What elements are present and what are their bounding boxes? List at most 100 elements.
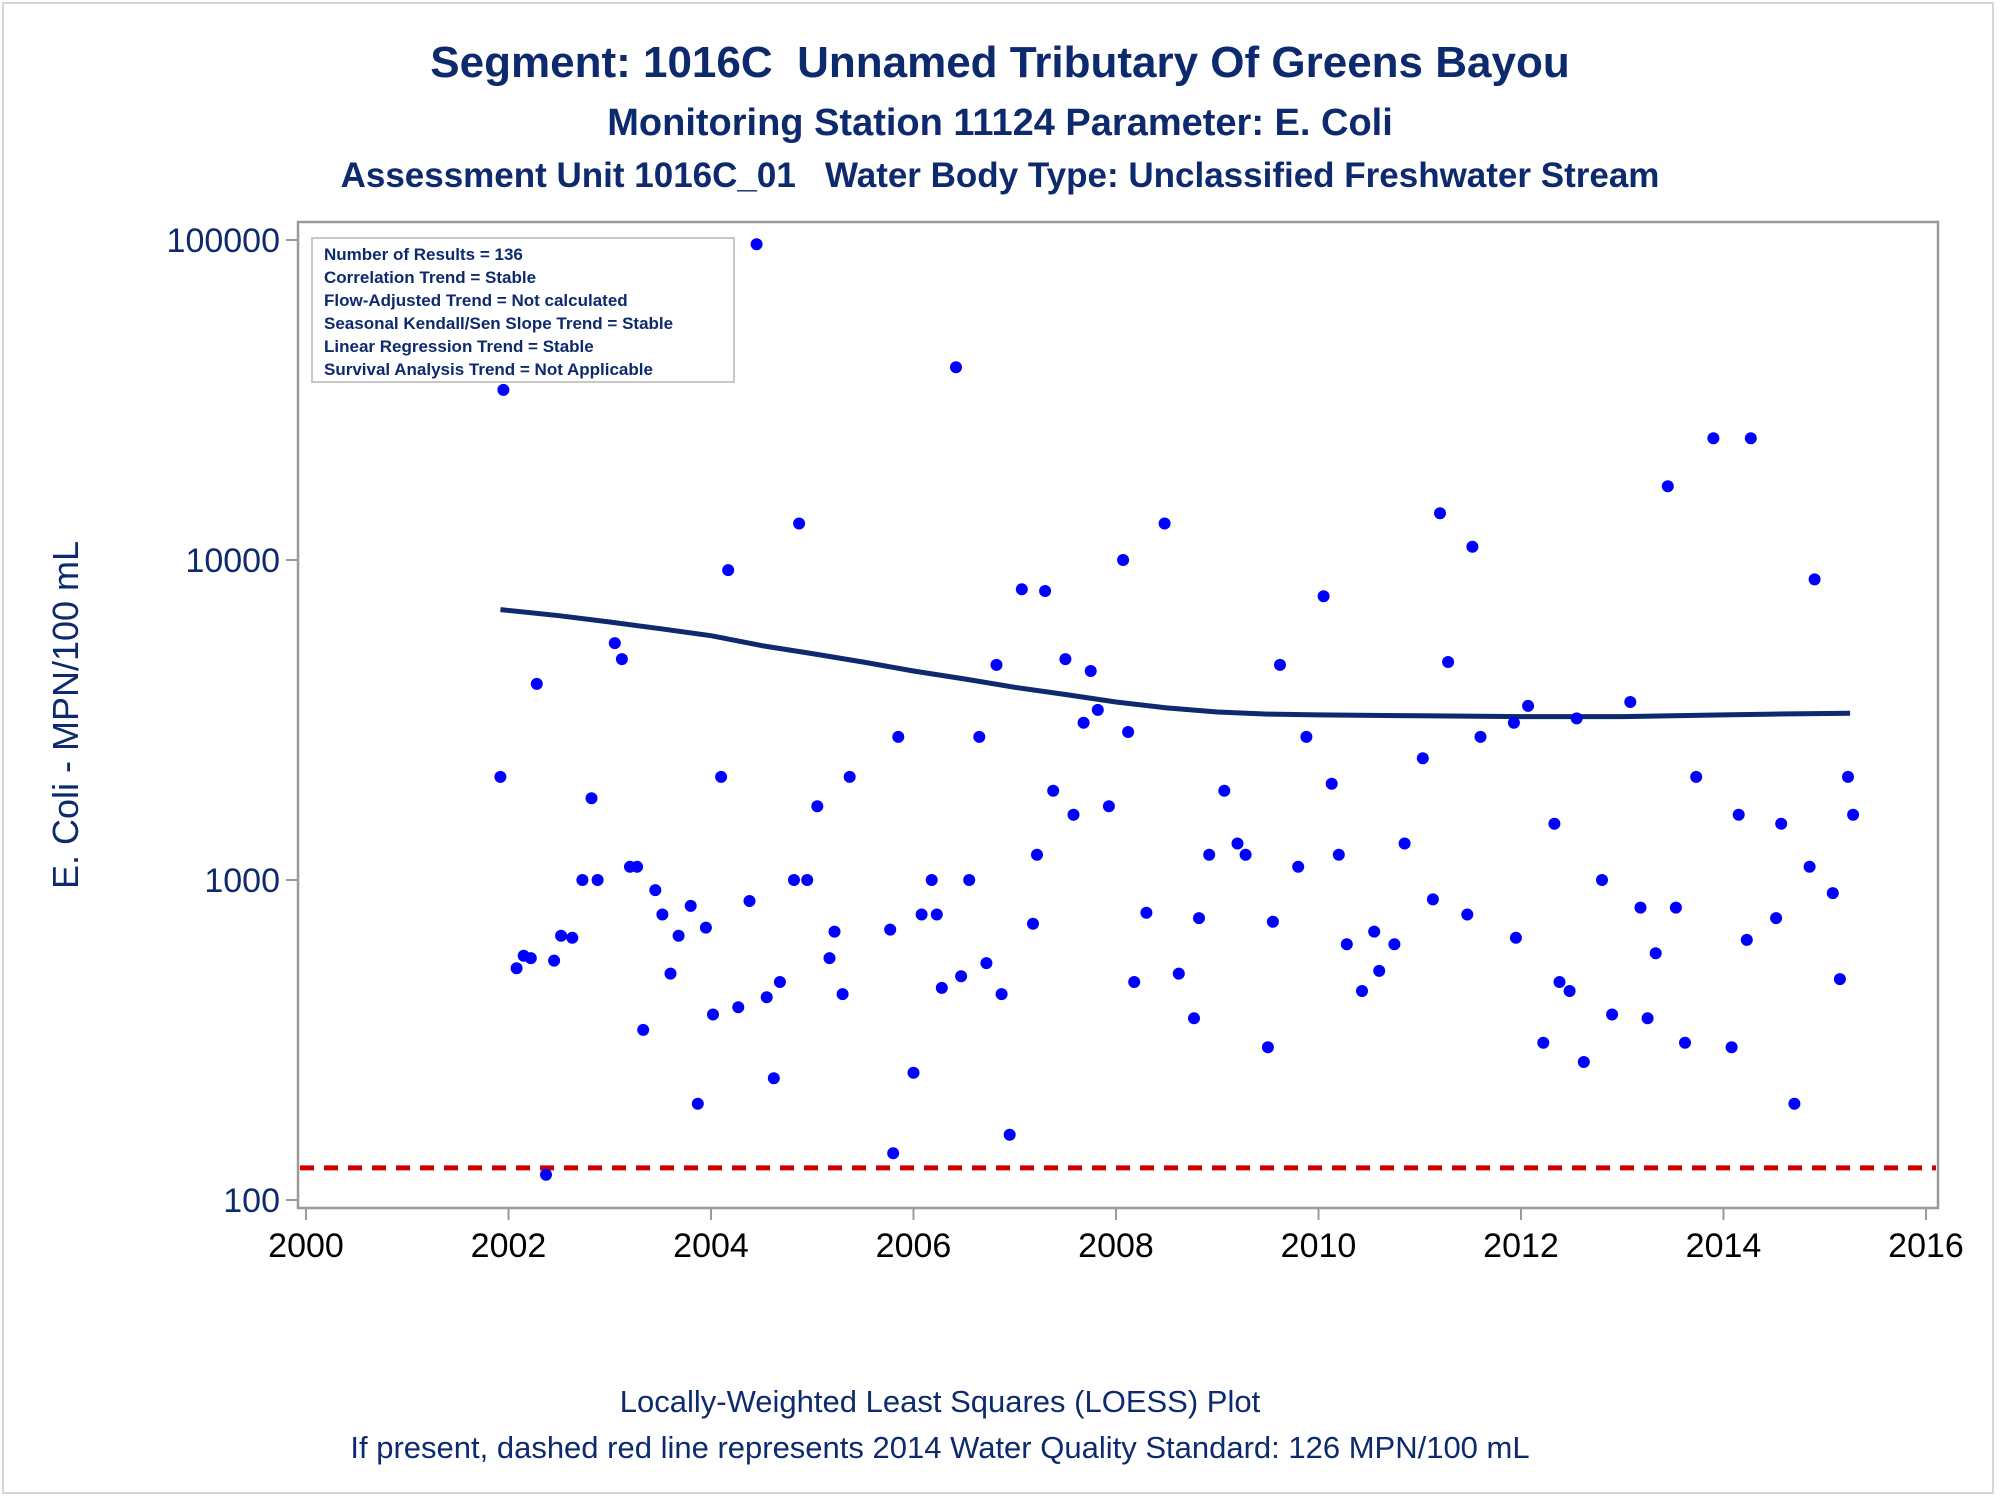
data-point bbox=[1509, 931, 1522, 944]
data-point bbox=[1740, 933, 1753, 946]
data-point bbox=[1015, 583, 1028, 596]
data-point bbox=[1266, 915, 1279, 928]
data-point bbox=[1606, 1008, 1619, 1021]
data-point bbox=[1325, 777, 1338, 790]
data-point bbox=[930, 908, 943, 921]
data-point bbox=[1466, 540, 1479, 553]
data-point bbox=[823, 952, 836, 965]
data-point bbox=[1770, 912, 1783, 925]
data-point bbox=[1548, 817, 1561, 830]
data-point bbox=[955, 970, 968, 983]
data-point bbox=[1158, 517, 1171, 530]
x-tick-label: 2004 bbox=[673, 1227, 749, 1265]
footnote-loess: Locally-Weighted Least Squares (LOESS) P… bbox=[619, 1384, 1261, 1419]
x-tick-label: 2006 bbox=[876, 1227, 952, 1265]
stats-box bbox=[311, 237, 735, 383]
data-point bbox=[990, 658, 1003, 671]
x-tick-label: 2000 bbox=[268, 1227, 344, 1265]
data-point bbox=[1669, 901, 1682, 914]
data-point bbox=[801, 874, 814, 886]
chart-subtitle-2: Assessment Unit 1016C_01 Water Body Type… bbox=[340, 156, 1660, 195]
chart-subtitle: Monitoring Station 11124 Parameter: E. C… bbox=[607, 102, 1393, 144]
data-point bbox=[1388, 938, 1401, 951]
data-point bbox=[1398, 837, 1411, 850]
data-point bbox=[760, 991, 773, 1004]
data-point bbox=[1356, 985, 1368, 997]
data-point bbox=[1788, 1097, 1801, 1110]
data-point bbox=[1808, 573, 1821, 586]
data-point bbox=[566, 931, 579, 944]
data-point bbox=[915, 908, 928, 921]
data-point bbox=[1039, 585, 1052, 597]
data-point bbox=[836, 988, 849, 1001]
data-point bbox=[1077, 716, 1090, 729]
data-point bbox=[1847, 808, 1860, 821]
data-point bbox=[1332, 848, 1345, 861]
data-point bbox=[707, 1008, 719, 1021]
data-point bbox=[773, 976, 786, 988]
stats-line: Flow-Adjusted Trend = Not calculated bbox=[324, 291, 628, 310]
x-tick-label: 2014 bbox=[1686, 1227, 1762, 1265]
data-point bbox=[1563, 985, 1576, 997]
data-point bbox=[1059, 653, 1072, 666]
data-point bbox=[1239, 848, 1252, 861]
data-point bbox=[788, 874, 800, 886]
data-point bbox=[925, 874, 938, 886]
data-point bbox=[1725, 1041, 1738, 1054]
y-tick-label: 100 bbox=[223, 1182, 280, 1220]
data-point bbox=[1368, 925, 1381, 938]
data-point bbox=[973, 730, 986, 743]
data-point bbox=[1553, 976, 1566, 988]
data-point bbox=[1140, 906, 1153, 919]
data-point bbox=[524, 952, 537, 965]
data-point bbox=[750, 238, 763, 251]
data-point bbox=[811, 800, 824, 813]
data-point bbox=[1340, 938, 1353, 951]
data-point bbox=[1193, 912, 1205, 925]
data-point bbox=[1274, 658, 1286, 671]
data-point bbox=[1261, 1041, 1274, 1054]
data-point bbox=[1117, 554, 1130, 566]
data-point bbox=[1027, 917, 1039, 930]
data-point bbox=[591, 874, 604, 886]
data-point bbox=[637, 1023, 650, 1036]
data-point bbox=[1522, 699, 1535, 712]
data-point bbox=[615, 653, 628, 666]
data-point bbox=[1203, 848, 1216, 861]
y-tick-label: 10000 bbox=[185, 542, 280, 580]
data-point bbox=[684, 899, 697, 912]
stats-line: Correlation Trend = Stable bbox=[324, 268, 536, 287]
data-point bbox=[715, 770, 728, 783]
plot-area bbox=[296, 220, 1940, 1210]
data-point bbox=[1300, 730, 1313, 743]
x-tick-label: 2016 bbox=[1888, 1227, 1964, 1265]
data-point bbox=[907, 1066, 920, 1079]
data-point bbox=[1707, 432, 1720, 445]
x-tick-label: 2012 bbox=[1483, 1227, 1559, 1265]
data-point bbox=[1084, 665, 1097, 677]
data-point bbox=[887, 1147, 900, 1160]
data-point bbox=[1833, 973, 1846, 986]
data-point bbox=[843, 770, 856, 783]
data-point bbox=[1373, 964, 1386, 977]
data-point bbox=[497, 383, 510, 396]
data-point bbox=[1570, 712, 1583, 725]
data-point bbox=[494, 770, 507, 783]
data-point bbox=[1690, 770, 1703, 783]
x-tick-label: 2010 bbox=[1281, 1227, 1357, 1265]
data-point bbox=[1596, 874, 1608, 886]
data-point bbox=[585, 792, 598, 805]
data-point bbox=[699, 921, 712, 934]
data-point bbox=[649, 884, 662, 897]
data-point bbox=[540, 1168, 552, 1181]
data-point bbox=[1634, 901, 1647, 914]
data-point bbox=[732, 1001, 745, 1014]
data-point bbox=[1624, 696, 1637, 708]
y-tick-label: 1000 bbox=[204, 862, 280, 900]
data-point bbox=[1577, 1056, 1590, 1068]
footnote-standard: If present, dashed red line represents 2… bbox=[350, 1430, 1530, 1465]
data-point bbox=[1775, 817, 1788, 830]
loess-line bbox=[500, 607, 1851, 720]
